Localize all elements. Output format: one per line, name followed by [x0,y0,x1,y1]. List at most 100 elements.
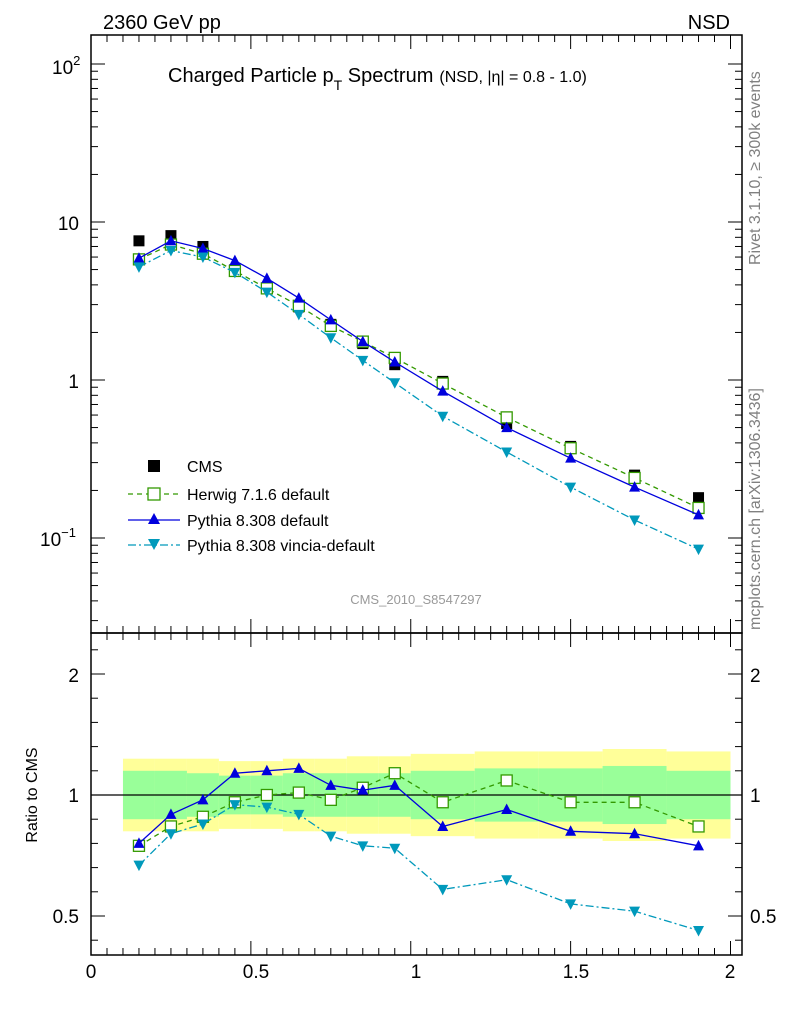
data-point-pythia-8-308-vincia-default [133,262,145,273]
data-point-pythia-8-308-vincia-default [565,482,577,494]
ratio-point-pythia-8-308-vincia-default [261,802,273,814]
plot-title: Charged Particle pT Spectrum (NSD, |η| = … [168,65,587,93]
ratio-point-pythia-8-308-default [389,779,401,790]
ratio-point-pythia-8-308-default [325,779,337,790]
y-tick-0-1-exp: −1 [61,525,76,540]
ratio-point-pythia-8-308-vincia-default [389,843,401,855]
y-tick-100-base: 10 [52,58,73,79]
ratio-point-pythia-8-308-default [229,767,241,778]
ratio-point-pythia-8-308-default [293,762,305,773]
data-point-cms [693,492,705,504]
data-point-pythia-8-308-default [565,452,577,463]
data-point-pythia-8-308-default [501,421,513,433]
ratio-point-pythia-8-308-vincia-default [229,800,241,811]
ratio-point-pythia-8-308-vincia-default [629,906,641,918]
x-tick-label-0: 0 [86,962,97,983]
ratio-point-pythia-8-308-vincia-default [293,809,305,821]
ratio-point-herwig-7-1-6-default [292,786,305,799]
y-tick-label-1: 1 [68,372,79,393]
legend-marker-vincia [148,539,160,550]
data-point-pythia-8-308-vincia-default [197,252,209,264]
ratio-point-pythia-8-308-vincia-default [165,829,177,840]
ratio-y-tick-label-0-5: 0.5 [53,907,79,928]
x-tick-label-2: 2 [725,962,736,983]
ratio-y-tick-label-1: 1 [68,786,79,807]
y-tick-0-1-base: 10 [40,530,61,551]
plot-title-main2: Spectrum [342,65,433,87]
ratio-point-pythia-8-308-vincia-default [437,884,449,896]
legend-label-pythia: Pythia 8.308 default [187,513,329,530]
ratio-point-pythia-8-308-default [197,793,209,805]
y-tick-label-0-1: 10−1 [40,525,76,551]
data-point-pythia-8-308-default [293,292,305,303]
ratio-point-pythia-8-308-vincia-default [501,875,513,886]
plot-title-note: (NSD, |η| = 0.8 - 1.0) [439,69,586,86]
data-point-pythia-8-308-default [357,335,369,347]
ratio-point-herwig-7-1-6-default [628,796,641,809]
ratio-point-pythia-8-308-default [437,820,449,831]
plot-title-main: Charged Particle p [168,65,334,87]
ratio-point-pythia-8-308-vincia-default [357,841,369,852]
series-line-pythia-8-308-vincia-default [138,249,699,550]
data-point-pythia-8-308-vincia-default [325,333,337,344]
ratio-y-tick-label-0-5-right: 0.5 [750,907,776,928]
y-tick-label-10: 10 [58,214,79,235]
data-point-herwig-7-1-6-default [564,442,577,455]
legend: CMS Herwig 7.1.6 default Pythia 8.308 de… [128,459,375,555]
header-right: NSD [688,12,730,34]
ratio-point-herwig-7-1-6-default [388,767,401,780]
ratio-point-herwig-7-1-6-default [692,820,705,833]
side-note-lower: mcplots.cern.ch [arXiv:1306.3436] [747,388,764,630]
data-point-pythia-8-308-default [165,234,177,246]
ratio-point-herwig-7-1-6-default [324,793,337,806]
ratio-y-tick-label-2: 2 [68,666,79,687]
ratio-point-pythia-8-308-vincia-default [565,899,577,910]
main-plot-data [132,230,705,556]
ratio-point-pythia-8-308-default [565,825,577,836]
ratio-ticks [90,633,742,955]
data-point-herwig-7-1-6-default [500,411,513,424]
data-point-pythia-8-308-vincia-default [629,515,641,526]
data-point-pythia-8-308-default [693,508,705,520]
data-point-pythia-8-308-vincia-default [501,447,513,459]
data-point-pythia-8-308-default [437,385,449,396]
ratio-point-pythia-8-308-vincia-default [325,831,337,843]
ratio-point-pythia-8-308-default [133,837,145,848]
ratio-point-pythia-8-308-default [693,839,705,851]
data-point-pythia-8-308-default [197,242,209,253]
x-tick-label-0-5: 0.5 [243,962,269,983]
ratio-point-pythia-8-308-default [261,764,273,776]
ratio-plot-data [132,762,705,937]
ratio-y-axis-label: Ratio to CMS [24,747,41,842]
y-tick-label-100: 102 [52,53,80,79]
ratio-plot-panel: 2 1 0.5 2 1 0.5 Ratio to CMS 0 0.5 1 1.5… [24,632,776,983]
ratio-point-pythia-8-308-vincia-default [693,926,705,937]
ratio-plot-frame [90,632,743,956]
data-point-pythia-8-308-vincia-default [261,287,273,299]
data-point-pythia-8-308-default [325,313,337,325]
x-tick-label-1-5: 1.5 [563,962,589,983]
header-left: 2360 GeV pp [103,12,221,34]
ratio-point-pythia-8-308-default [165,808,177,819]
y-tick-100-exp: 2 [73,53,80,68]
ratio-point-herwig-7-1-6-default [260,788,274,802]
data-point-pythia-8-308-vincia-default [357,355,369,367]
ratio-line-pythia-8-308-vincia-default [138,804,699,932]
side-note-upper: Rivet 3.1.10, ≥ 300k events [747,71,764,265]
data-point-pythia-8-308-vincia-default [229,267,241,279]
legend-marker-pythia [148,513,160,524]
legend-label-vincia: Pythia 8.308 vincia-default [187,538,375,555]
data-point-pythia-8-308-vincia-default [165,246,177,257]
legend-marker-cms [148,460,160,472]
ratio-point-pythia-8-308-default [357,784,369,795]
ratio-point-pythia-8-308-default [501,803,513,815]
main-y-ticks [90,35,742,633]
ratio-y-tick-label-2-right: 2 [750,666,761,687]
ratio-point-herwig-7-1-6-default [436,796,449,809]
data-point-pythia-8-308-vincia-default [293,309,305,321]
plot-title-subscript: T [334,77,343,93]
ratio-point-pythia-8-308-vincia-default [197,819,209,831]
data-point-pythia-8-308-default [629,481,641,492]
ratio-point-herwig-7-1-6-default [564,796,577,809]
